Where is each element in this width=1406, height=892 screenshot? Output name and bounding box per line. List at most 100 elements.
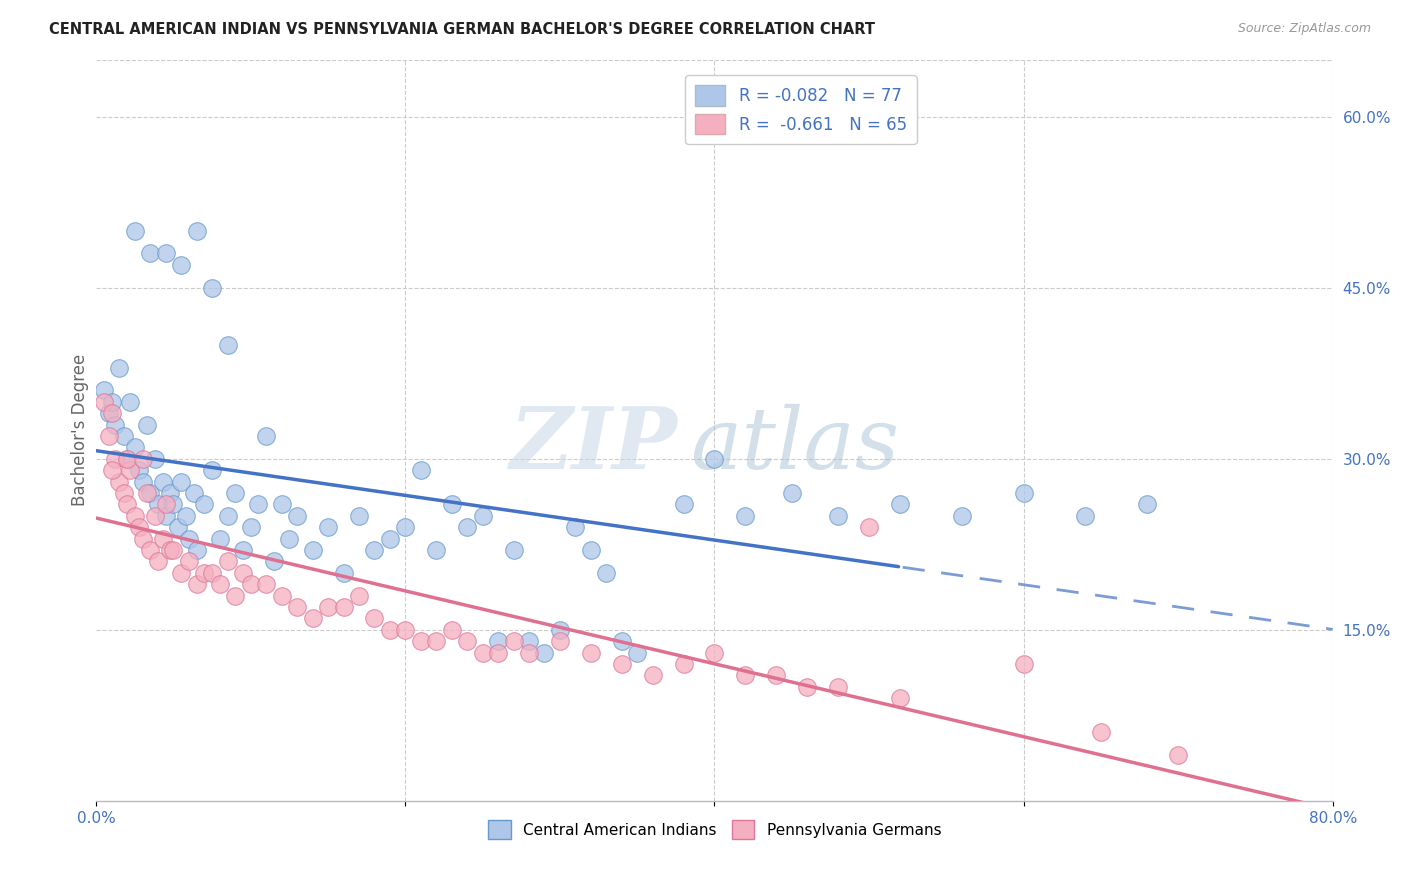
Point [517,646,540,660]
Point [796,680,818,694]
Point [703,646,725,660]
Point [409,634,432,648]
Point [131,475,153,489]
Point [120,463,142,477]
Text: Source: ZipAtlas.com: Source: ZipAtlas.com [1237,22,1371,36]
Point [124,441,146,455]
Point [471,508,494,523]
Point [889,691,911,706]
Text: CENTRAL AMERICAN INDIAN VS PENNSYLVANIA GERMAN BACHELOR'S DEGREE CORRELATION CHA: CENTRAL AMERICAN INDIAN VS PENNSYLVANIA … [49,22,875,37]
Point [174,508,197,523]
Point [1090,725,1112,739]
Point [347,508,370,523]
Point [224,486,246,500]
Point [128,520,150,534]
Point [363,611,385,625]
Point [217,554,239,568]
Point [186,577,208,591]
Point [183,486,205,500]
Point [155,246,177,260]
Point [425,543,447,558]
Point [131,532,153,546]
Point [263,554,285,568]
Point [93,384,115,398]
Point [170,566,193,580]
Point [858,520,880,534]
Point [232,543,254,558]
Point [120,394,142,409]
Point [100,406,122,420]
Point [112,429,135,443]
Point [146,497,169,511]
Text: ZIP: ZIP [509,403,678,487]
Point [517,634,540,648]
Point [239,520,262,534]
Point [201,566,224,580]
Point [378,532,401,546]
Point [827,680,849,694]
Point [186,224,208,238]
Point [285,508,308,523]
Point [595,566,617,580]
Point [208,577,231,591]
Point [139,246,162,260]
Point [278,532,301,546]
Point [765,668,787,682]
Point [270,589,292,603]
Point [332,566,354,580]
Point [486,634,509,648]
Text: atlas: atlas [690,404,898,486]
Point [97,406,120,420]
Point [672,497,695,511]
Point [889,497,911,511]
Point [827,508,849,523]
Y-axis label: Bachelor's Degree: Bachelor's Degree [72,354,89,507]
Point [93,394,115,409]
Point [193,497,215,511]
Point [208,532,231,546]
Point [316,520,339,534]
Point [201,281,224,295]
Point [124,224,146,238]
Point [579,543,602,558]
Point [1012,486,1035,500]
Point [440,497,463,511]
Point [378,623,401,637]
Point [100,463,122,477]
Point [115,451,138,466]
Point [363,543,385,558]
Point [167,520,190,534]
Point [136,486,159,500]
Point [139,543,162,558]
Point [124,508,146,523]
Point [610,657,633,671]
Point [301,611,323,625]
Point [579,646,602,660]
Point [108,475,131,489]
Point [159,486,181,500]
Point [734,508,756,523]
Point [100,394,122,409]
Point [301,543,323,558]
Point [533,646,555,660]
Point [143,508,166,523]
Point [162,497,184,511]
Point [703,451,725,466]
Point [104,451,127,466]
Point [112,486,135,500]
Point [780,486,803,500]
Point [1074,508,1097,523]
Point [316,600,339,615]
Point [425,634,447,648]
Point [193,566,215,580]
Point [626,646,648,660]
Point [155,508,177,523]
Point [394,623,416,637]
Point [548,634,571,648]
Point [456,520,478,534]
Point [162,543,184,558]
Point [409,463,432,477]
Point [155,497,177,511]
Point [610,634,633,648]
Point [247,497,270,511]
